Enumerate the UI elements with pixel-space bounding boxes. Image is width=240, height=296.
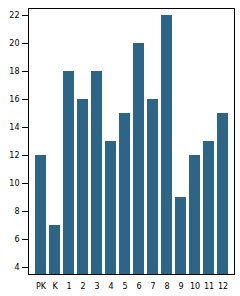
svg-text:18: 18 <box>9 67 19 76</box>
svg-text:22: 22 <box>9 11 19 20</box>
svg-text:20: 20 <box>9 39 19 48</box>
svg-text:12: 12 <box>218 282 228 291</box>
svg-text:2: 2 <box>80 282 85 291</box>
svg-text:8: 8 <box>14 207 19 216</box>
svg-text:1: 1 <box>66 282 71 291</box>
svg-text:10: 10 <box>190 282 200 291</box>
svg-text:5: 5 <box>122 282 127 291</box>
svg-text:11: 11 <box>204 282 214 291</box>
svg-text:9: 9 <box>178 282 183 291</box>
svg-text:12: 12 <box>9 151 19 160</box>
svg-text:14: 14 <box>9 123 19 132</box>
svg-text:PK: PK <box>36 282 47 291</box>
svg-text:8: 8 <box>164 282 169 291</box>
svg-text:7: 7 <box>150 282 155 291</box>
svg-text:4: 4 <box>14 263 19 272</box>
svg-text:K: K <box>52 282 58 291</box>
svg-text:3: 3 <box>94 282 99 291</box>
svg-text:6: 6 <box>14 235 19 244</box>
svg-text:16: 16 <box>9 95 19 104</box>
svg-text:6: 6 <box>136 282 141 291</box>
svg-text:4: 4 <box>108 282 113 291</box>
svg-text:10: 10 <box>9 179 19 188</box>
